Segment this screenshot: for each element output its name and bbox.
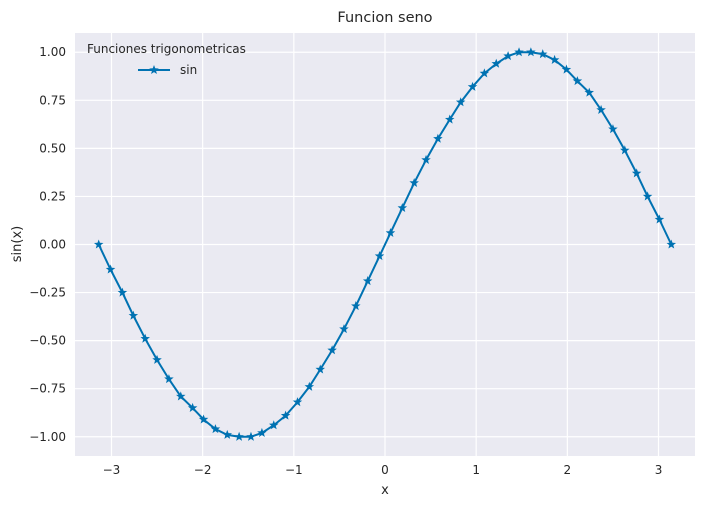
data-point: [491, 58, 501, 68]
data-point: [374, 251, 385, 261]
data-point: [292, 397, 303, 407]
data-point: [654, 214, 665, 224]
data-point: [93, 239, 104, 249]
y-tick-label: 0.25: [39, 189, 66, 203]
data-point: [479, 68, 490, 78]
data-point: [421, 154, 431, 164]
data-point: [526, 47, 536, 57]
x-tick-label: −1: [285, 463, 303, 477]
x-tick-label: −2: [194, 463, 212, 477]
data-point: [444, 114, 455, 124]
data-point: [128, 310, 139, 320]
data-point: [455, 97, 466, 107]
data-point: [327, 345, 337, 355]
data-point: [666, 239, 677, 249]
y-tick-label: 0.00: [39, 238, 66, 252]
data-point: [608, 124, 618, 134]
data-point: [152, 354, 162, 364]
data-point: [514, 47, 524, 57]
x-axis-ticks: −3 −2 −1 0 1 2 3: [103, 463, 663, 477]
data-point: [537, 49, 548, 59]
legend-title: Funciones trigonometricas: [87, 42, 246, 56]
x-tick-label: 0: [381, 463, 389, 477]
x-tick-label: 1: [472, 463, 480, 477]
data-point: [304, 381, 315, 391]
data-point: [246, 431, 256, 441]
data-point: [339, 324, 349, 334]
data-point: [584, 87, 594, 97]
data-point: [561, 64, 572, 74]
y-tick-label: −0.75: [29, 382, 66, 396]
data-point: [467, 81, 478, 91]
data-point: [362, 276, 373, 286]
data-point: [222, 429, 233, 439]
y-tick-label: 1.00: [39, 45, 66, 59]
x-tick-label: 3: [655, 463, 663, 477]
data-point: [572, 76, 583, 86]
data-point: [164, 374, 174, 384]
data-point: [105, 264, 116, 274]
y-tick-label: 0.75: [39, 93, 66, 107]
data-point: [642, 191, 653, 201]
data-point: [503, 51, 513, 61]
y-tick-label: 0.50: [39, 141, 66, 155]
data-point: [198, 414, 209, 424]
y-tick-label: −0.50: [29, 334, 66, 348]
data-point: [176, 391, 186, 401]
data-point: [140, 333, 150, 343]
data-point: [596, 104, 606, 114]
x-tick-label: −3: [103, 463, 121, 477]
data-point: [631, 168, 642, 178]
data-point: [280, 410, 291, 420]
y-axis-ticks: −1.00 −0.75 −0.50 −0.25 0.00 0.25 0.50 0.75 1.00: [29, 45, 66, 444]
series-layer: [93, 47, 677, 441]
data-point: [210, 424, 221, 434]
data-point: [187, 402, 198, 412]
data-point: [397, 202, 408, 213]
data-point: [117, 287, 128, 297]
y-axis-label: sin(x): [10, 226, 25, 262]
legend-marker-sin: [149, 65, 159, 75]
y-tick-label: −1.00: [29, 430, 66, 444]
data-point: [315, 364, 326, 374]
data-point: [409, 177, 419, 188]
data-point: [549, 54, 560, 64]
data-point: [351, 301, 361, 311]
data-point: [234, 431, 244, 441]
chart-title: Funcion seno: [337, 10, 432, 26]
data-point: [433, 133, 443, 143]
data-point: [257, 427, 267, 437]
data-point: [385, 227, 396, 238]
x-axis-label: x: [381, 483, 389, 498]
grid-lines: [75, 33, 695, 456]
legend: Funciones trigonometricas sin: [87, 42, 246, 77]
data-point: [620, 145, 630, 155]
legend-entry-sin: sin: [180, 63, 197, 77]
y-tick-label: −0.25: [29, 286, 66, 300]
x-tick-label: 2: [564, 463, 572, 477]
data-point: [269, 420, 279, 430]
